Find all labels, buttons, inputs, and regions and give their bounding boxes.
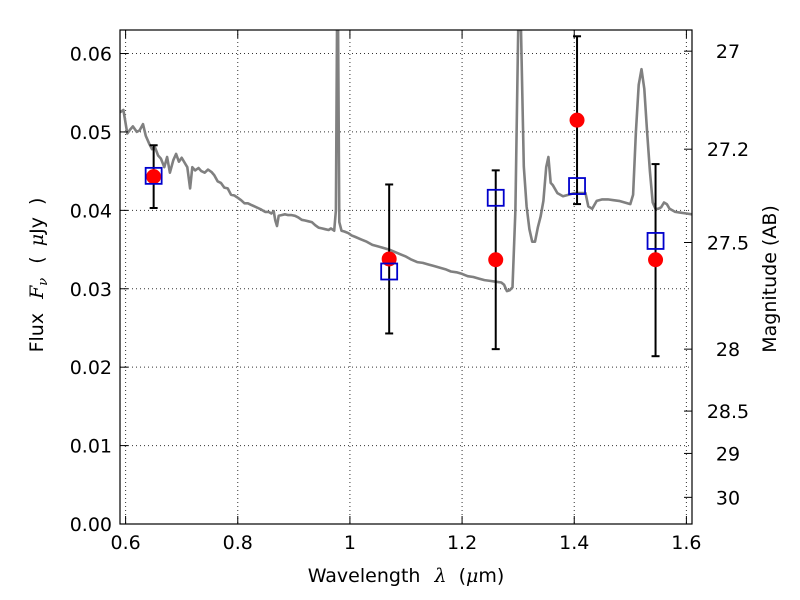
model-band-square — [144, 166, 163, 185]
model-sed-curve — [120, 30, 692, 293]
x-tick-label: 1 — [344, 532, 356, 554]
y-axis-unit: Jy — [26, 217, 48, 235]
y-tick-label: 0.06 — [70, 44, 112, 66]
y-axis-prefix: Flux — [26, 313, 48, 353]
observed-point — [648, 252, 664, 268]
x-tick-label: 1.6 — [671, 532, 701, 554]
y2-axis-title: Magnitude (AB) — [759, 205, 781, 353]
model-band-square — [646, 232, 665, 250]
model-band-square — [568, 177, 586, 195]
y-axis-unit-close: ) — [26, 198, 48, 205]
x-axis-unit-open: ( — [459, 565, 466, 587]
y-axis-symbol: F — [26, 285, 48, 300]
x-axis-unit-mu: μ — [466, 565, 478, 587]
y2-tick-label: 27.5 — [707, 232, 749, 254]
x-tick-label: 1.2 — [447, 532, 477, 554]
y-tick-label: 0.00 — [70, 514, 112, 536]
x-axis-symbol: λ — [433, 565, 446, 587]
y-axis-unit-mu: μ — [26, 234, 48, 246]
y-tick-label: 0.01 — [70, 436, 112, 458]
model-band-square — [486, 188, 505, 207]
x-axis-title: Wavelength λ (μm) — [308, 565, 505, 587]
y2-tick-label: 28 — [716, 339, 740, 361]
y-tick-label: 0.02 — [70, 357, 112, 379]
y-axis-unit-open: ( — [26, 256, 48, 263]
x-tick-label: 0.8 — [223, 532, 253, 554]
observed-point — [569, 112, 585, 128]
x-axis-unit: m) — [478, 565, 504, 587]
y-tick-label: 0.03 — [70, 279, 112, 301]
observed-point — [488, 252, 504, 268]
axis-ticks: 0.6 0.8 1 1.2 1.4 1.6 0.00 0.01 0.02 0.03 0.04 0.05… — [70, 30, 749, 554]
y2-tick-label: 29 — [716, 443, 740, 465]
x-tick-label: 0.6 — [110, 532, 140, 554]
model-band-square — [380, 262, 399, 281]
grid-lines — [120, 30, 692, 525]
y2-tick-label: 27 — [716, 41, 740, 63]
y-axis-subscript: ν — [36, 278, 51, 286]
y-tick-label: 0.04 — [70, 200, 112, 222]
y-axis-title: Flux Fν ( μJy ) — [26, 198, 52, 353]
x-axis-prefix: Wavelength — [308, 565, 421, 587]
x-tick-label: 1.4 — [559, 532, 589, 554]
model-band-squares — [144, 166, 665, 281]
plot-frame — [119, 29, 693, 525]
y2-tick-label: 30 — [716, 487, 740, 509]
y-tick-label: 0.05 — [70, 122, 112, 144]
sed-line — [120, 30, 692, 293]
observed-point — [146, 169, 162, 185]
y2-tick-label: 28.5 — [707, 401, 749, 423]
y2-tick-label: 27.2 — [707, 139, 749, 161]
